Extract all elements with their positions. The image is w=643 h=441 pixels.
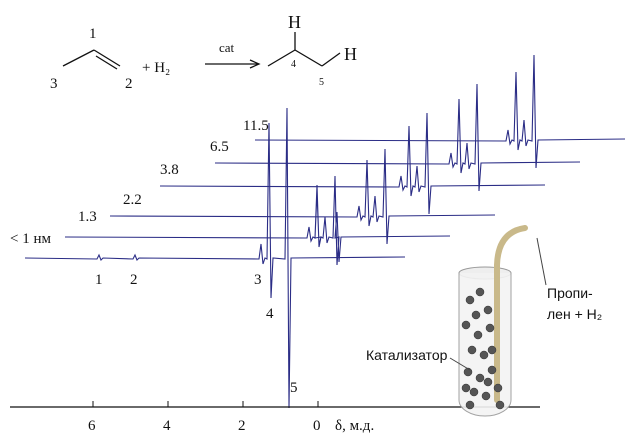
catalyst-particle (479, 350, 489, 360)
spectrum-label: 2.2 (123, 192, 142, 208)
atom-label: 3 (50, 76, 58, 92)
peak-label: 4 (266, 306, 274, 322)
catalyst-particle (471, 310, 481, 320)
catalyst-particle (485, 323, 495, 333)
catalyst-particle (487, 365, 497, 375)
catalyst-particle (469, 387, 479, 397)
atom-label: 4 (291, 59, 296, 70)
x-tick-label: 4 (163, 418, 171, 434)
spectrum (109, 148, 496, 245)
spectrum (254, 54, 626, 169)
spectrum (64, 175, 451, 266)
spectra: < 1 нм 1.3 2.2 3.8 6.5 11.5 (10, 54, 626, 409)
axis-label: δ, м.д. (335, 418, 374, 434)
catalyst-particle (465, 295, 475, 305)
catalyst-particle (495, 400, 505, 410)
gas-label: лен + H₂ (547, 306, 602, 322)
catalyst-particle (461, 320, 471, 330)
catalyst-particle (475, 373, 485, 383)
spectrum (214, 83, 581, 192)
spectrum-label: 3.8 (160, 162, 179, 178)
catalyst-particle (467, 345, 477, 355)
spectrum-label: 1.3 (78, 209, 97, 225)
catalyst-particle (481, 391, 491, 401)
catalyst-particle (473, 330, 483, 340)
catalyst-particle (483, 305, 493, 315)
x-ticks: 6 4 2 0 (88, 401, 321, 434)
spectrum (159, 112, 546, 215)
atom-label: 2 (125, 76, 133, 92)
x-tick-label: 2 (238, 418, 246, 434)
spectrum-label: 6.5 (210, 139, 229, 155)
catalyst-particle (461, 383, 471, 393)
peak-label: 1 (95, 272, 103, 288)
atom-label: H (288, 12, 301, 32)
x-tick-label: 0 (313, 418, 321, 434)
peak-label: 2 (130, 272, 138, 288)
leader (449, 357, 471, 371)
catalyst-particle (493, 383, 503, 393)
gas-label: Пропи- (547, 285, 593, 301)
catalyst-particle (487, 345, 497, 355)
spectrum-label: 11.5 (243, 118, 269, 134)
atom-label: 5 (319, 77, 324, 88)
reaction-bonds (62, 32, 341, 70)
catalyst-label: Катализатор (366, 347, 448, 363)
peak-label: 3 (254, 272, 262, 288)
peak-label: 5 (290, 380, 298, 396)
x-tick-label: 6 (88, 418, 96, 434)
tube-illustration (458, 225, 528, 417)
atom-label: H (344, 44, 357, 64)
catalyst-particle (483, 377, 493, 387)
reagent: + H₂ (142, 60, 170, 76)
catalyst-label: cat (219, 40, 235, 55)
atom-label: 1 (89, 26, 97, 42)
catalyst-particle (475, 287, 485, 297)
catalyst-particle (465, 400, 475, 410)
leader (536, 237, 547, 286)
spectrum-label: < 1 нм (10, 231, 51, 247)
spectrum (24, 107, 406, 409)
